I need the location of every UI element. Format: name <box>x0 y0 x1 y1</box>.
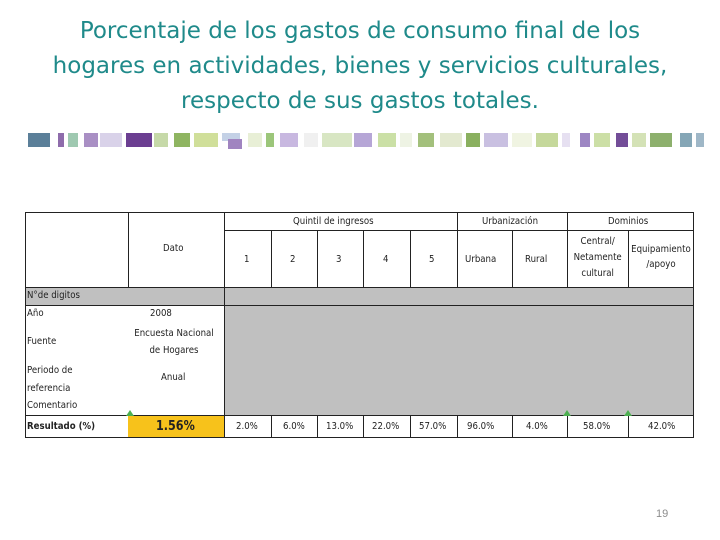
resultado-urbana: 96.0% <box>467 421 495 432</box>
resultado-central: 58.0% <box>583 421 611 432</box>
resultado-q4: 22.0% <box>372 421 400 432</box>
resultado-value: 1.56% <box>156 419 195 434</box>
periodo-value: Anual <box>161 372 186 383</box>
quintil-group-header: Quintil de ingresos <box>293 216 374 227</box>
col-header-central: Central/ Netamente cultural <box>573 236 622 279</box>
dato-header: Dato <box>163 243 184 254</box>
digitos-label: N°de digitos <box>27 290 81 301</box>
col-header-equipamiento: Equipamiento /apoyo <box>631 244 691 270</box>
comment-marker <box>563 410 571 416</box>
resultado-rural: 4.0% <box>526 421 548 432</box>
col-header-3: 3 <box>336 254 342 265</box>
anio-label: Año <box>27 308 44 319</box>
col-header-2: 2 <box>290 254 296 265</box>
indicator-table: Dato Quintil de ingresos Urbanización Do… <box>25 212 694 438</box>
resultado-q3: 13.0% <box>326 421 354 432</box>
page-number: 19 <box>656 508 669 520</box>
comment-marker <box>126 410 134 416</box>
comentario-label: Comentario <box>27 400 78 411</box>
fuente-value: Encuesta Nacional de Hogares <box>134 328 214 356</box>
slide-title: Porcentaje de los gastos de consumo fina… <box>52 18 668 114</box>
resultado-q2: 6.0% <box>283 421 305 432</box>
fuente-label: Fuente <box>27 336 57 347</box>
col-header-5: 5 <box>429 254 435 265</box>
anio-value: 2008 <box>150 308 172 319</box>
col-header-rural: Rural <box>525 254 548 265</box>
dominios-group-header: Dominios <box>608 216 649 227</box>
col-header-urbana: Urbana <box>465 254 497 265</box>
resultado-highlight <box>128 415 224 437</box>
urbanizacion-group-header: Urbanización <box>482 216 539 227</box>
comment-marker <box>624 410 632 416</box>
periodo-label: Periodo de referencia <box>27 365 73 394</box>
resultado-label: Resultado (%) <box>27 421 96 432</box>
resultado-q5: 57.0% <box>419 421 447 432</box>
resultado-q1: 2.0% <box>236 421 258 432</box>
col-header-1: 1 <box>244 254 250 265</box>
col-header-4: 4 <box>383 254 389 265</box>
digitos-row-fill <box>25 287 694 305</box>
empty-data-area <box>224 305 694 415</box>
decorative-color-strip <box>28 133 704 149</box>
resultado-equipamiento: 42.0% <box>648 421 676 432</box>
